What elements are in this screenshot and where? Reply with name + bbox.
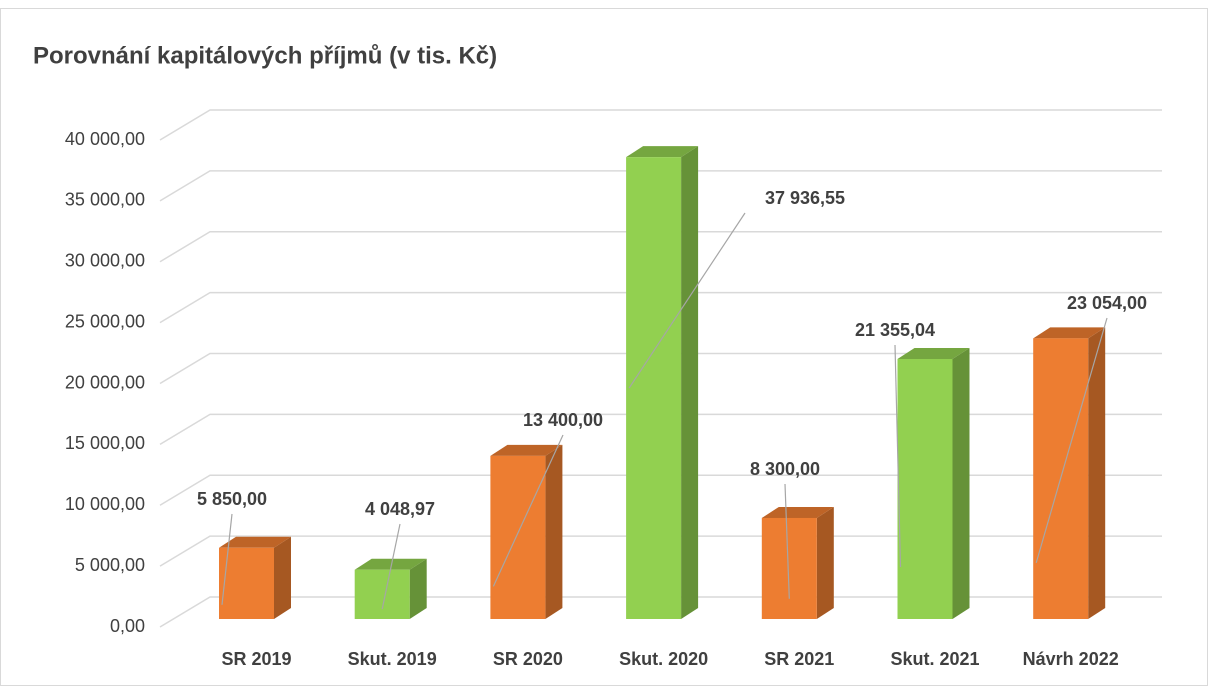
grid-line [159,170,1162,202]
chart-title: Porovnání kapitálových příjmů (v tis. Kč… [33,42,497,69]
bar-top [897,348,970,360]
y-tick-label: 20 000,00 [65,372,145,392]
bar [354,569,410,619]
grid-line [159,352,1162,385]
bar [761,517,817,619]
bar-side [816,506,834,619]
bar [626,157,682,619]
leader-line [784,483,790,599]
data-label: 23 054,00 [1067,293,1147,313]
data-label: 13 400,00 [523,410,603,430]
bar-top [761,506,834,518]
x-tick-label: Skut. 2021 [890,649,979,669]
x-tick-label: Skut. 2020 [619,649,708,669]
grid-line [159,413,1162,446]
y-tick-label: 40 000,00 [65,129,145,149]
leader-line [221,513,233,605]
data-label: 5 850,00 [197,489,267,509]
bar-side [274,536,291,619]
y-tick-label: 10 000,00 [65,494,145,514]
bar-top [354,558,427,570]
bar-side [681,146,699,619]
bar [219,547,274,619]
bar [897,359,953,619]
bar-side [952,348,970,619]
x-tick-label: SR 2020 [493,649,563,669]
x-tick-label: SR 2019 [221,649,291,669]
bar-top [1033,327,1106,339]
leader-line [894,344,902,568]
data-label: 4 048,97 [365,499,435,519]
data-label: 37 936,55 [765,188,845,208]
leader-line [628,212,746,389]
chart-border [0,8,1208,686]
y-tick-label: 0,00 [110,616,145,636]
x-tick-label: Návrh 2022 [1023,649,1119,669]
grid-line [159,596,1162,628]
grid-line [159,109,1162,141]
bar-side [409,558,427,619]
grid-line [159,291,1162,324]
bar-top [219,536,291,548]
y-tick-label: 30 000,00 [65,251,145,271]
leader-line [1035,317,1108,564]
bar [490,455,546,619]
bar-top [490,444,563,456]
y-tick-label: 5 000,00 [75,555,145,575]
leader-line [492,434,564,587]
data-label: 8 300,00 [750,459,820,479]
bar-top [626,146,699,158]
grid-line [159,231,1162,263]
grid-line [159,474,1162,506]
x-tick-label: SR 2021 [764,649,834,669]
bar-side [545,444,563,619]
y-tick-label: 25 000,00 [65,311,145,331]
y-tick-label: 15 000,00 [65,433,145,453]
x-tick-label: Skut. 2019 [348,649,437,669]
y-tick-label: 35 000,00 [65,190,145,210]
data-label: 21 355,04 [855,320,935,340]
grid-line [159,535,1162,567]
leader-line [381,523,401,610]
bar-side [1088,327,1106,619]
